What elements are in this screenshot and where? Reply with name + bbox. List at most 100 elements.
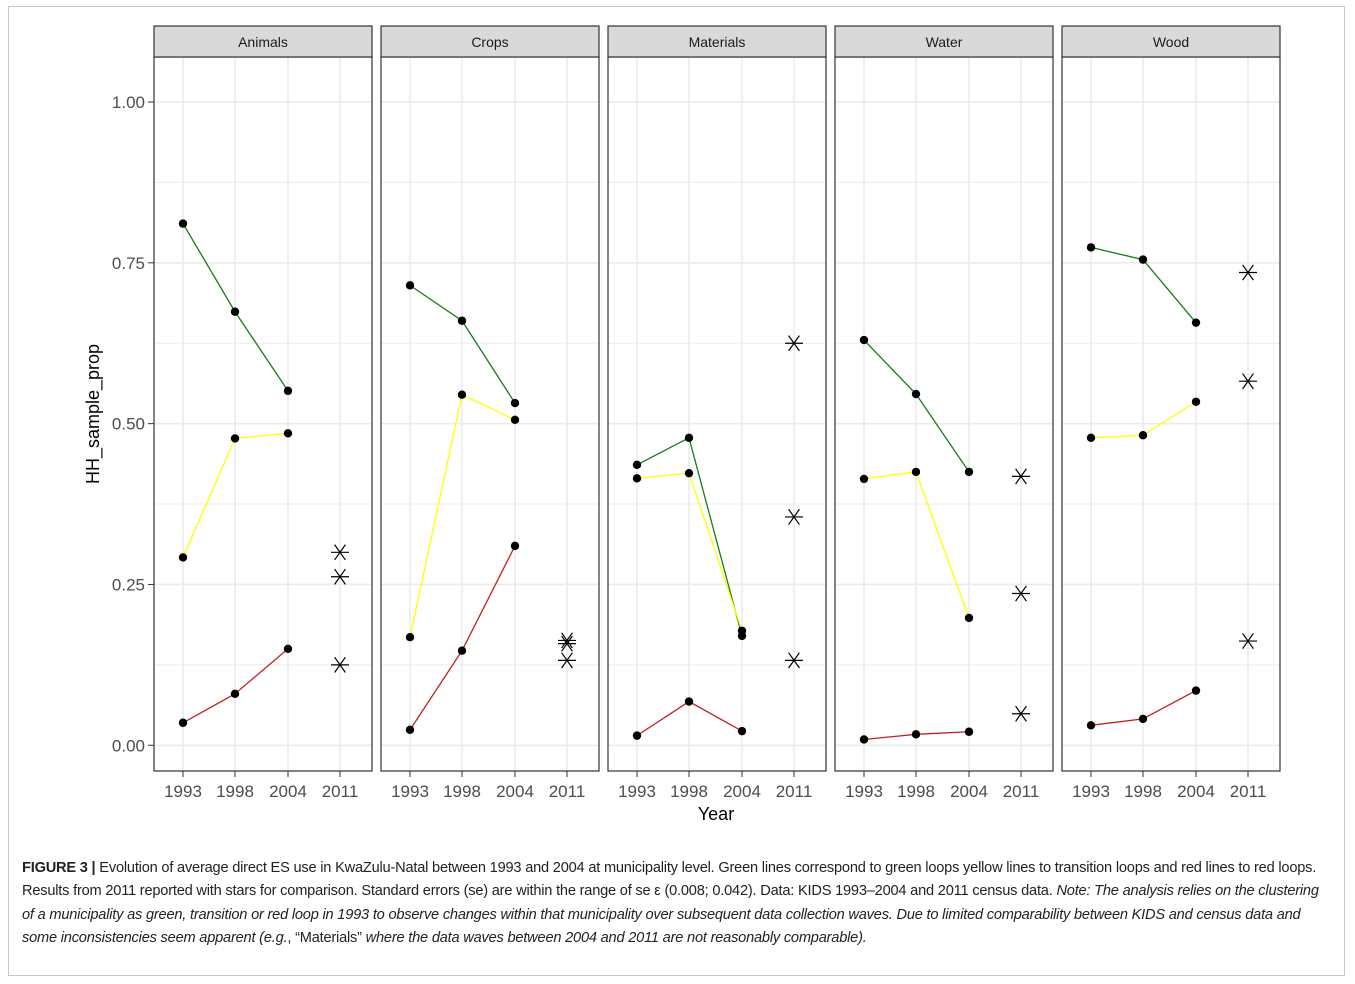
facet-strip [153, 25, 373, 58]
star-2011-marker [331, 568, 349, 585]
data-point-yellow [230, 434, 240, 443]
x-tick-label: 1993 [391, 782, 429, 801]
star-2011-marker [1239, 373, 1257, 390]
x-tick-label: 2004 [496, 782, 534, 801]
x-tick-label: 2004 [950, 782, 988, 801]
caption-note: Note: The analysis relies on the cluster… [22, 883, 1319, 947]
faceted-line-chart: 0.00 0.25 0.50 0.75 1.00 HH_sample_prop Year An… [83, 25, 1281, 824]
data-point-yellow [405, 633, 415, 642]
data-point-green [911, 389, 921, 399]
data-point-yellow [1086, 433, 1096, 442]
data-point-red [737, 726, 747, 736]
data-point-green [510, 398, 520, 408]
star-2011-marker [331, 544, 349, 561]
data-point-yellow [510, 415, 520, 424]
x-tick-label: 1998 [443, 782, 481, 801]
data-point-yellow [737, 626, 747, 635]
caption-mid: , “Materials” [287, 930, 366, 947]
star-2011-marker [558, 635, 576, 652]
facet-strip [607, 25, 827, 58]
panel-background [835, 57, 1053, 771]
facet-strip-label: Crops [471, 34, 508, 50]
facet-strip [834, 25, 1054, 58]
data-point-red [405, 725, 415, 735]
x-tick-label: 1993 [618, 782, 656, 801]
x-tick-label: 2011 [1003, 782, 1040, 801]
x-tick-label: 2004 [269, 782, 307, 801]
data-point-red [859, 735, 869, 744]
data-point-red [178, 718, 188, 727]
data-point-red [964, 727, 974, 736]
star-2011-marker [785, 652, 803, 669]
caption-note-end: where the data waves between 2004 and 20… [365, 930, 867, 947]
data-point-green [1191, 318, 1201, 327]
x-axis-label: Year [698, 804, 734, 824]
data-point-yellow [1138, 431, 1148, 440]
x-tick-label: 1998 [670, 782, 708, 801]
panel-background [154, 57, 372, 771]
facet-strip-label: Water [926, 34, 963, 50]
x-tick-label: 1998 [897, 782, 935, 801]
star-2011-marker [785, 508, 803, 525]
data-point-green [405, 281, 415, 290]
data-point-yellow [684, 468, 694, 478]
star-2011-marker [1239, 633, 1257, 650]
data-point-green [632, 460, 642, 470]
x-tick-label: 2011 [776, 782, 813, 801]
x-tick-label: 1993 [164, 782, 202, 801]
data-point-green [964, 467, 974, 477]
data-point-red [1138, 714, 1148, 724]
facet-strip-label: Wood [1153, 34, 1189, 50]
facet-strip [1061, 25, 1281, 58]
data-point-red [510, 541, 520, 551]
star-2011-marker [1012, 468, 1030, 485]
star-2011-marker [1012, 585, 1030, 602]
data-point-green [1086, 243, 1096, 252]
star-2011-marker [558, 652, 576, 669]
data-point-yellow [859, 474, 869, 484]
data-point-yellow [632, 474, 642, 483]
data-point-red [684, 697, 694, 706]
data-point-red [632, 731, 642, 740]
data-point-yellow [178, 553, 188, 562]
data-point-red [1086, 721, 1096, 730]
star-2011-marker [1012, 705, 1030, 722]
facet-strip [380, 25, 600, 58]
data-point-green [283, 386, 293, 396]
y-tick-label: 0.75 [112, 254, 145, 273]
x-tick-label: 2011 [549, 782, 586, 801]
data-point-green [457, 316, 467, 325]
data-point-yellow [1191, 397, 1201, 406]
data-point-yellow [457, 390, 467, 399]
data-point-red [1191, 686, 1201, 695]
data-point-red [283, 644, 293, 653]
x-tick-label: 1993 [1072, 782, 1110, 801]
panel-background [1062, 57, 1280, 771]
data-point-red [457, 646, 467, 655]
star-2011-marker [558, 632, 576, 649]
data-point-yellow [964, 613, 974, 623]
star-2011-marker [785, 335, 803, 352]
x-tick-label: 2011 [322, 782, 359, 801]
y-tick-label: 0.00 [112, 736, 145, 755]
star-2011-marker [1239, 264, 1257, 281]
data-point-red [230, 689, 240, 699]
facet-strip-label: Animals [238, 34, 288, 50]
x-tick-label: 2004 [723, 782, 761, 801]
panel-background [608, 57, 826, 771]
data-point-red [911, 730, 921, 739]
figure-frame [8, 6, 1345, 976]
caption-label: FIGURE 3 | [22, 860, 96, 876]
panel-background [381, 57, 599, 771]
x-tick-label: 1998 [1124, 782, 1162, 801]
data-point-green [230, 307, 240, 316]
data-point-yellow [911, 467, 921, 477]
star-2011-marker [331, 656, 349, 673]
figure-caption: FIGURE 3 | Evolution of average direct E… [22, 857, 1332, 951]
y-tick-label: 0.25 [112, 575, 145, 594]
x-tick-label: 1993 [845, 782, 883, 801]
data-point-yellow [283, 429, 293, 438]
x-tick-label: 2011 [1230, 782, 1267, 801]
data-point-green [178, 219, 188, 228]
y-tick-label: 1.00 [112, 93, 145, 112]
